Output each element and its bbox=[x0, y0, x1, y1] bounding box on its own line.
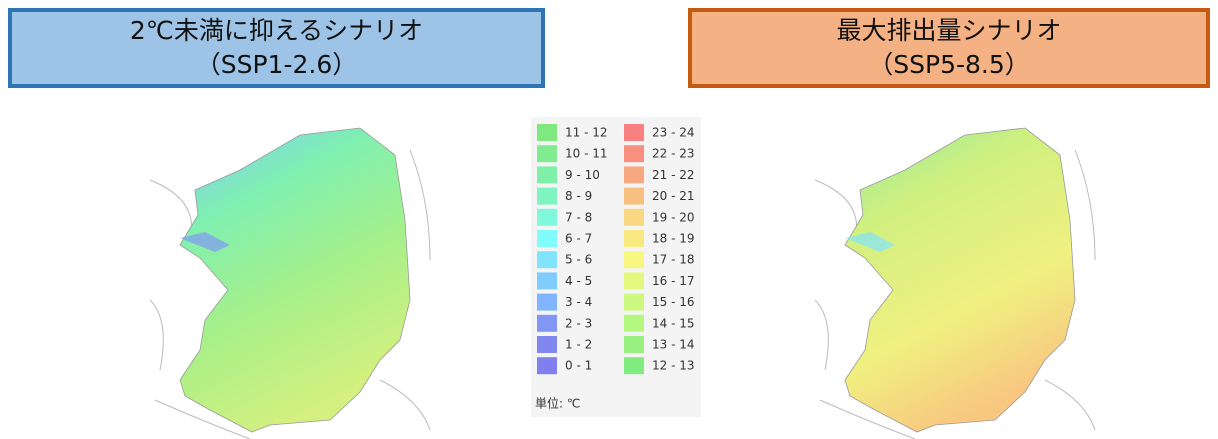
legend-unit: 単位: ℃ bbox=[535, 396, 580, 411]
legend-label: 17 - 18 bbox=[652, 253, 695, 267]
legend-label: 18 - 19 bbox=[652, 232, 695, 246]
legend-swatch bbox=[537, 251, 557, 269]
legend-label: 7 - 8 bbox=[565, 210, 592, 224]
header-subtitle: （SSP1-2.6） bbox=[195, 50, 358, 79]
legend-swatch bbox=[537, 208, 557, 226]
legend-label: 21 - 22 bbox=[652, 168, 695, 182]
legend-label: 15 - 16 bbox=[652, 295, 695, 309]
legend-label: 0 - 1 bbox=[565, 359, 592, 373]
legend-label: 22 - 23 bbox=[652, 147, 695, 161]
legend-label: 9 - 10 bbox=[565, 168, 600, 182]
legend-label: 5 - 6 bbox=[565, 253, 592, 267]
scenario-header: 最大排出量シナリオ （SSP5-8.5） bbox=[688, 8, 1210, 88]
legend-swatch bbox=[537, 166, 557, 184]
legend-label: 3 - 4 bbox=[565, 295, 592, 309]
map-ssp585 bbox=[814, 127, 1096, 439]
legend-label: 10 - 11 bbox=[565, 147, 608, 161]
legend-swatch bbox=[624, 208, 644, 226]
legend-swatch bbox=[537, 187, 557, 205]
legend-swatch bbox=[624, 251, 644, 269]
legend-swatch bbox=[537, 293, 557, 311]
legend-label: 23 - 24 bbox=[652, 126, 695, 140]
legend-label: 2 - 3 bbox=[565, 316, 592, 330]
legend-label: 19 - 20 bbox=[652, 210, 695, 224]
legend-label: 16 - 17 bbox=[652, 274, 695, 288]
legend-swatch bbox=[624, 145, 644, 163]
legend-swatch bbox=[624, 187, 644, 205]
legend-label: 12 - 13 bbox=[652, 359, 695, 373]
legend-panel bbox=[531, 117, 701, 417]
legend-label: 11 - 12 bbox=[565, 126, 608, 140]
legend-label: 6 - 7 bbox=[565, 232, 592, 246]
legend-swatch bbox=[624, 336, 644, 353]
header-subtitle: （SSP5-8.5） bbox=[868, 50, 1030, 79]
scenario-header: 2℃未満に抑えるシナリオ （SSP1-2.6） bbox=[8, 8, 545, 88]
legend-swatch bbox=[624, 124, 644, 141]
legend-label: 13 - 14 bbox=[652, 338, 695, 352]
legend-swatch bbox=[624, 357, 644, 375]
legend-swatch bbox=[537, 357, 557, 375]
legend-swatch bbox=[537, 124, 557, 141]
legend-swatch bbox=[624, 230, 644, 247]
legend-label: 4 - 5 bbox=[565, 274, 592, 288]
legend-swatch bbox=[537, 314, 557, 332]
legend-swatch bbox=[537, 336, 557, 353]
legend-swatch bbox=[537, 145, 557, 163]
legend-swatch bbox=[624, 314, 644, 332]
legend-label: 1 - 2 bbox=[565, 338, 592, 352]
legend-swatch bbox=[624, 293, 644, 311]
header-title: 最大排出量シナリオ bbox=[836, 16, 1062, 46]
legend-swatch bbox=[537, 272, 557, 290]
legend-swatch bbox=[537, 230, 557, 247]
legend-swatch bbox=[624, 272, 644, 290]
legend-label: 20 - 21 bbox=[652, 189, 695, 203]
header-title: 2℃未満に抑えるシナリオ bbox=[129, 16, 424, 46]
legend-label: 8 - 9 bbox=[565, 189, 592, 203]
legend-swatch bbox=[624, 166, 644, 184]
map-ssp126 bbox=[149, 127, 431, 439]
legend-label: 14 - 15 bbox=[652, 316, 695, 330]
